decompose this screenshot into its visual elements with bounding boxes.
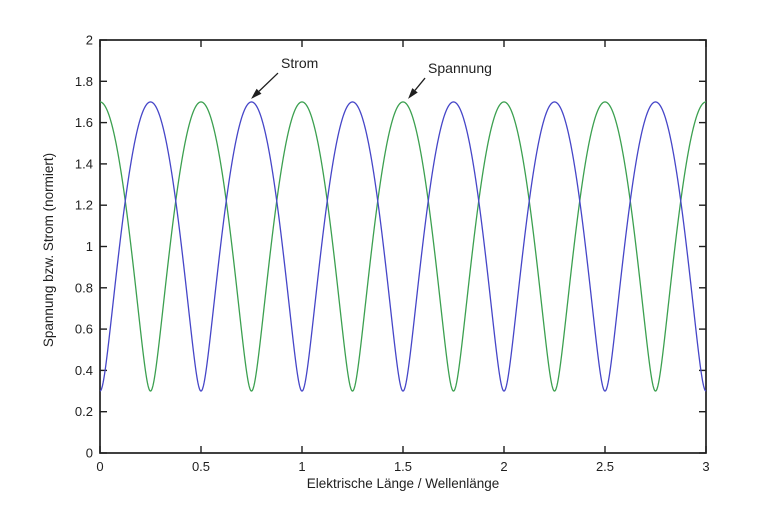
- y-tick-label: 0.4: [75, 363, 93, 378]
- y-tick-label: 1: [86, 239, 93, 254]
- annotation-arrow-line: [414, 77, 426, 91]
- axes-layer: 0 0.5 1 1.5 2 2.5 3 0 0.2 0.4 0.6 0.8 1 1.2 1.4 1.6 1.8 2: [75, 33, 710, 475]
- annotations-layer: Strom Spannung: [251, 55, 492, 99]
- y-tick-label: 0.8: [75, 280, 93, 295]
- x-axis-label: Elektrische Länge / Wellenlänge: [307, 476, 500, 491]
- x-tick-label: 0.5: [192, 459, 210, 474]
- x-tick-label: 2.5: [596, 459, 614, 474]
- x-tick-label: 3: [702, 459, 709, 474]
- x-tick-label: 1.5: [394, 459, 412, 474]
- y-tick-label: 0.6: [75, 322, 93, 337]
- y-tick-label: 2: [86, 33, 93, 48]
- y-tick-label: 0.2: [75, 404, 93, 419]
- y-tick-label: 1.2: [75, 198, 93, 213]
- curves-layer: [99, 101, 707, 392]
- y-tick-label: 1.4: [75, 156, 93, 171]
- annotation-label-strom: Strom: [281, 55, 318, 71]
- y-tick-label: 1.8: [75, 74, 93, 89]
- curve-spannung: [99, 101, 707, 392]
- curve-strom: [99, 101, 707, 392]
- x-tick-label: 1: [298, 459, 305, 474]
- annotation-label-spannung: Spannung: [428, 60, 492, 76]
- x-tick-label: 0: [96, 459, 103, 474]
- annotation-arrowhead: [408, 88, 418, 99]
- y-tick-label: 0: [86, 446, 93, 461]
- annotation-arrowhead: [251, 88, 262, 99]
- x-tick-label: 2: [500, 459, 507, 474]
- annotation-arrow-line: [258, 72, 279, 92]
- y-tick-label: 1.6: [75, 115, 93, 130]
- y-axis-label: Spannung bzw. Strom (normiert): [41, 153, 56, 347]
